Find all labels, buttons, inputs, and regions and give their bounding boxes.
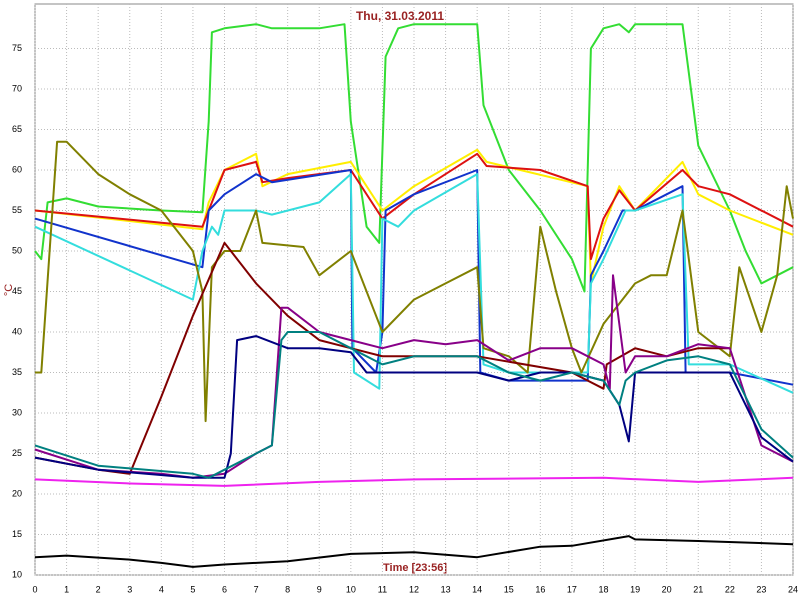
y-tick-label: 10: [12, 569, 22, 579]
x-tick-label: 2: [96, 584, 101, 594]
y-tick-label: 55: [12, 205, 22, 215]
x-tick-label: 20: [662, 584, 672, 594]
x-tick-label: 12: [409, 584, 419, 594]
y-axis-label: °C: [3, 284, 15, 296]
x-tick-label: 13: [441, 584, 451, 594]
x-tick-label: 10: [346, 584, 356, 594]
y-tick-label: 60: [12, 164, 22, 174]
series-line: [34, 169, 794, 386]
x-tick-label: 6: [222, 584, 227, 594]
series-line: [34, 331, 794, 479]
x-tick-label: 23: [756, 584, 766, 594]
series-line: [34, 535, 794, 568]
x-tick-label: 16: [535, 584, 545, 594]
x-axis-label: Time [23:56]: [383, 562, 447, 574]
x-tick-label: 21: [693, 584, 703, 594]
x-tick-label: 11: [378, 584, 387, 594]
series-line: [34, 335, 794, 479]
x-tick-label: 5: [190, 584, 195, 594]
y-tick-label: 35: [12, 367, 22, 377]
x-tick-label: 19: [630, 584, 640, 594]
y-tick-label: 15: [12, 529, 22, 539]
y-tick-label: 25: [12, 448, 22, 458]
x-tick-label: 15: [504, 584, 514, 594]
x-tick-label: 0: [32, 584, 37, 594]
x-tick-label: 14: [472, 584, 482, 594]
y-tick-label: 70: [12, 83, 22, 93]
series-line: [35, 140, 794, 423]
series-line: [34, 173, 794, 394]
x-tick-label: 9: [317, 584, 322, 594]
x-tick-label: 3: [127, 584, 132, 594]
x-tick-label: 8: [285, 584, 290, 594]
series-line: [34, 23, 794, 293]
x-tick-label: 17: [567, 584, 577, 594]
x-tick-label: 24: [788, 584, 798, 594]
y-tick-label: 30: [12, 407, 22, 417]
y-tick-label: 40: [12, 326, 22, 336]
x-tick-label: 1: [64, 584, 69, 594]
series-line: [34, 476, 794, 487]
x-tick-label: 18: [598, 584, 608, 594]
y-tick-label: 45: [12, 286, 22, 296]
x-tick-label: 4: [159, 584, 164, 594]
y-tick-label: 50: [12, 245, 22, 255]
x-tick-label: 22: [725, 584, 735, 594]
y-tick-label: 75: [12, 43, 22, 53]
series-line: [34, 274, 794, 479]
x-tick-label: 7: [254, 584, 259, 594]
series-line: [34, 152, 794, 261]
series-line: [34, 148, 794, 285]
y-tick-label: 20: [12, 488, 22, 498]
chart-title: Thu, 31.03.2011: [356, 9, 444, 23]
y-tick-label: 65: [12, 124, 22, 134]
